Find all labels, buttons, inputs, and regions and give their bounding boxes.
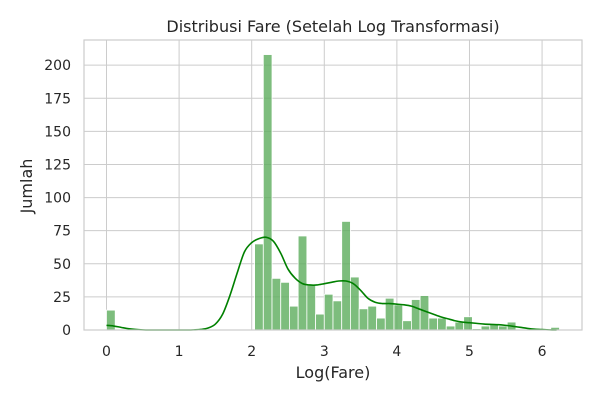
histogram-bar	[315, 313, 325, 331]
y-tick-label: 150	[44, 124, 71, 140]
y-tick-label: 125	[44, 157, 71, 173]
histogram-bar	[358, 308, 369, 331]
histogram-bar	[402, 320, 412, 331]
x-tick-label: 5	[465, 344, 474, 360]
y-tick-label: 100	[44, 191, 71, 207]
y-axis-label: Jumlah	[17, 159, 36, 215]
y-tick-label: 200	[44, 58, 71, 74]
grid	[84, 40, 582, 331]
histogram-bar	[376, 317, 386, 331]
histogram-bar	[489, 324, 499, 331]
histogram-bar	[411, 299, 421, 331]
y-tick-label: 0	[62, 323, 71, 339]
y-tick-label: 75	[53, 224, 71, 240]
x-tick-label: 3	[320, 344, 329, 360]
x-axis-label: Log(Fare)	[296, 363, 371, 382]
x-tick-label: 4	[392, 344, 401, 360]
histogram-bar	[106, 309, 116, 331]
tick-labels: 0 1 2 3 4 5 6 0 25 50 75 100 125 150 175 200	[44, 58, 546, 360]
histogram-bar	[428, 317, 438, 331]
histogram-bar	[367, 305, 377, 331]
histogram-bar	[262, 54, 273, 331]
y-tick-label: 50	[53, 257, 71, 273]
histogram-bar	[271, 277, 282, 331]
x-tick-label: 0	[102, 344, 111, 360]
histogram-bar	[254, 243, 264, 331]
histogram-bar	[280, 281, 290, 331]
histogram-bar	[289, 305, 299, 331]
histogram-bar	[323, 293, 334, 331]
histogram-bar	[332, 300, 343, 331]
chart-title: Distribusi Fare (Setelah Log Transformas…	[166, 17, 499, 36]
x-tick-label: 1	[175, 344, 184, 360]
histogram-bar	[306, 284, 316, 331]
y-tick-label: 175	[44, 91, 71, 107]
histogram-bar	[341, 221, 351, 331]
histogram-bar	[393, 304, 404, 331]
y-tick-label: 25	[53, 290, 71, 306]
x-tick-label: 6	[538, 344, 547, 360]
x-tick-label: 2	[247, 344, 256, 360]
histogram-bar	[437, 317, 447, 331]
axes-frame	[83, 39, 583, 331]
histogram-bar	[454, 321, 465, 331]
plot-frame	[83, 39, 583, 331]
